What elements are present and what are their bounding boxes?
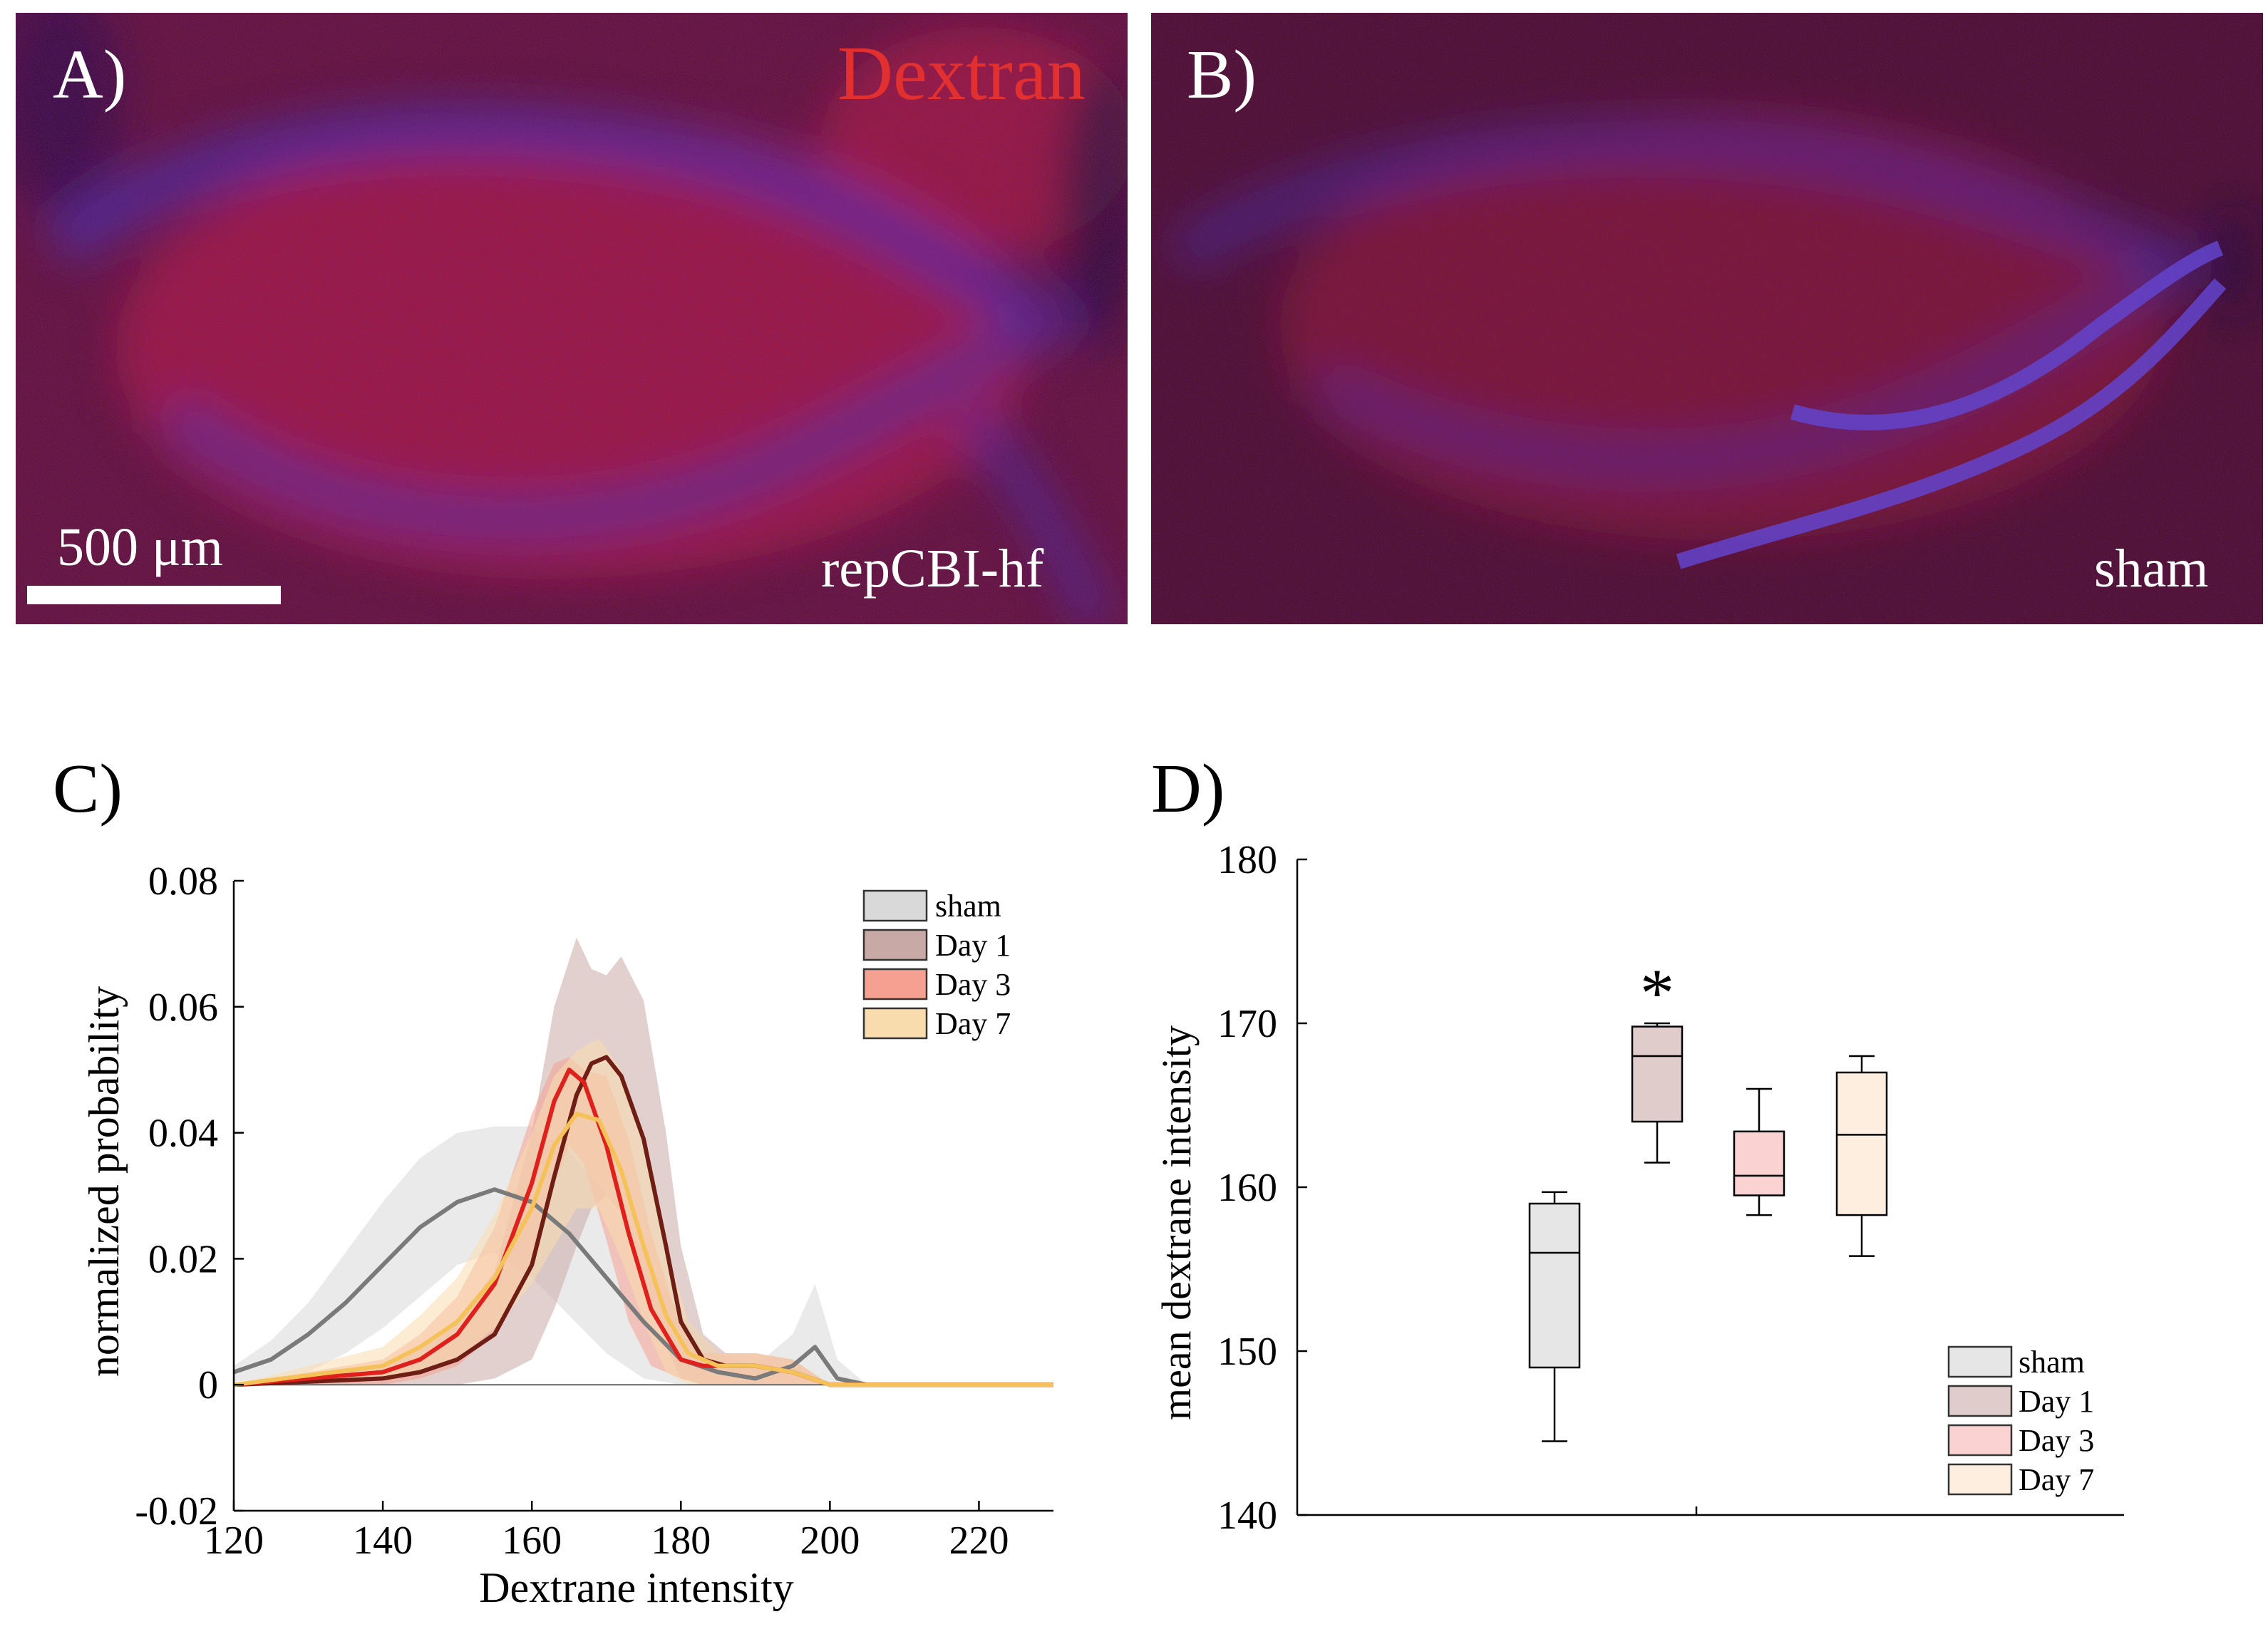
scale-bar: [27, 586, 281, 604]
micrograph-b: [1151, 13, 2263, 624]
y-tick-label: 140: [1217, 1494, 1277, 1538]
panel-b-image: [1151, 13, 2263, 624]
x-axis-label: Dextrane intensity: [479, 1564, 794, 1611]
legend-swatch: [1947, 1385, 2013, 1417]
box-sham: [1528, 1202, 1581, 1369]
density-chart: 120 140 160 180 200 220 -0.02 0 0.02 0.04 0.06 0.08…: [81, 859, 1053, 1611]
box-day-3: [1733, 1130, 1785, 1196]
x-tick-label: 220: [949, 1519, 1009, 1563]
y-tick-label: 0: [198, 1363, 218, 1407]
box-chart: 140 150 160 170 180 mean dextrane intensity * s…: [1153, 838, 2124, 1538]
significance-marker: *: [1640, 955, 1674, 1031]
legend-swatch: [862, 968, 928, 1001]
legend-swatch: [862, 1007, 928, 1040]
y-tick-label: 0.06: [148, 986, 218, 1030]
box-day-7: [1835, 1071, 1888, 1216]
y-tick-label: 150: [1217, 1330, 1277, 1374]
y-tick-label: 0.02: [148, 1237, 218, 1281]
legend-label: Day 7: [2019, 1462, 2094, 1497]
y-axis-label: normalized probability: [81, 986, 128, 1377]
scale-bar-label: 500 μm: [57, 517, 223, 577]
y-axis-label: mean dextrane intensity: [1153, 1025, 1200, 1420]
band-day-7: [234, 1038, 1053, 1385]
legend-swatch: [862, 929, 928, 961]
stain-label: Dextran: [837, 31, 1086, 116]
legend-label: Day 1: [2019, 1384, 2094, 1419]
panel-b-label: B): [1187, 36, 1257, 113]
series-line-day-7: [233, 1112, 1053, 1387]
legend-label: sham: [2019, 1345, 2085, 1380]
x-tick-label: 160: [502, 1519, 562, 1563]
legend-swatch: [1947, 1463, 2013, 1496]
y-tick-label: 170: [1217, 1002, 1277, 1046]
legend-label: sham: [935, 889, 1001, 924]
y-tick-label: 0.08: [148, 859, 218, 904]
legend-label: Day 7: [935, 1006, 1011, 1041]
legend-label: Day 1: [935, 928, 1011, 963]
x-tick-label: 120: [204, 1519, 264, 1563]
y-tick-label: -0.02: [135, 1489, 218, 1534]
x-tick-label: 200: [800, 1519, 860, 1563]
legend-label: Day 3: [935, 967, 1011, 1002]
condition-label-a: repCBI-hf: [821, 539, 1044, 599]
micrograph-a: [16, 13, 1128, 624]
y-tick-label: 160: [1217, 1166, 1277, 1210]
series-line-sham: [233, 1187, 1053, 1387]
legend-swatch: [862, 889, 928, 922]
panel-a-label: A): [53, 36, 127, 113]
panel-d-label: D): [1151, 750, 1225, 827]
panel-c-label: C): [53, 750, 123, 827]
y-tick-label: 0.04: [148, 1112, 218, 1156]
legend-swatch: [1947, 1424, 2013, 1457]
y-tick-label: 180: [1217, 838, 1277, 882]
legend-swatch: [1947, 1345, 2013, 1378]
x-tick-label: 180: [651, 1519, 711, 1563]
condition-label-b: sham: [2094, 539, 2209, 599]
panel-a-image: [16, 13, 1128, 624]
x-tick-label: 140: [353, 1519, 413, 1563]
box-day-1: [1631, 1025, 1684, 1123]
legend-label: Day 3: [2019, 1423, 2094, 1458]
